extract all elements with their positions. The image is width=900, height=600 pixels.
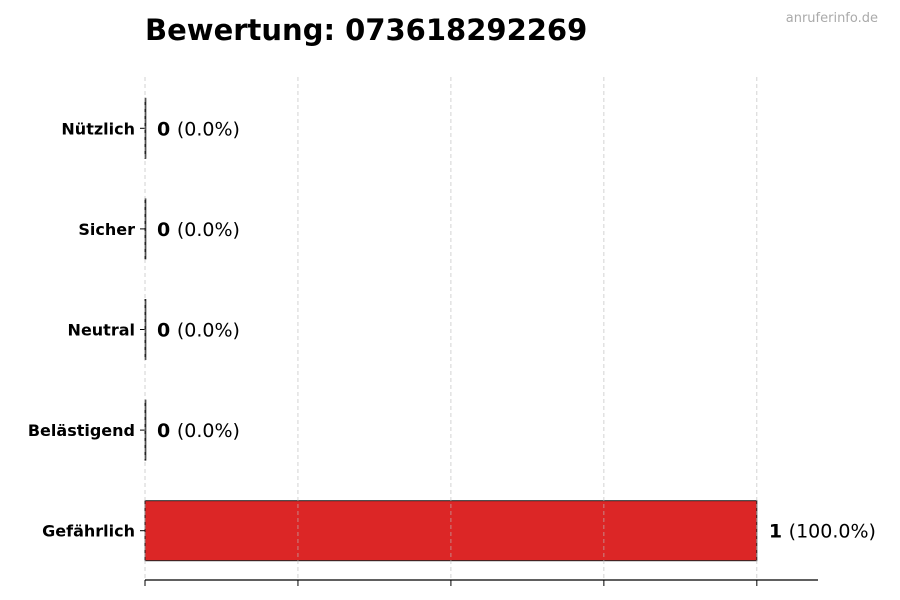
chart-title: Bewertung: 073618292269 [145,13,587,47]
percent-label: (0.0%) [177,219,240,241]
data-label: 0 (0.0%) [157,320,240,342]
category-label: Gefährlich [42,522,135,541]
value-label: 0 [157,320,177,342]
value-label: 0 [157,219,177,241]
percent-label: (0.0%) [177,420,240,442]
category-label: Neutral [68,321,135,340]
category-label: Belästigend [28,421,135,440]
category-label: Sicher [78,220,135,239]
value-label: 1 [769,521,789,543]
bar [144,500,758,562]
value-label: 0 [157,118,177,140]
data-label: 0 (0.0%) [157,219,240,241]
percent-label: (0.0%) [177,320,240,342]
value-label: 0 [157,420,177,442]
bar [144,198,147,260]
data-label: 1 (100.0%) [769,521,876,543]
watermark: anruferinfo.de [786,11,878,26]
data-label: 0 (0.0%) [157,420,240,442]
category-label: Nützlich [61,119,135,138]
percent-label: (100.0%) [789,521,876,543]
percent-label: (0.0%) [177,118,240,140]
data-label: 0 (0.0%) [157,118,240,140]
